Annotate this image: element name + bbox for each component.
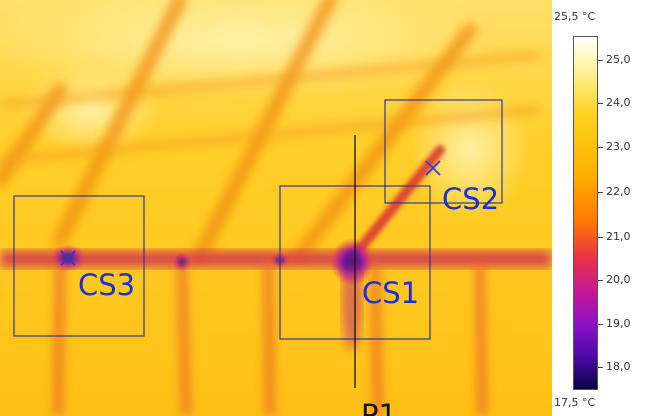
scale-tick-label: 21,0 — [606, 230, 631, 243]
scale-tick-label: 24,0 — [606, 96, 631, 109]
cs2-box[interactable] — [384, 99, 503, 204]
cs2-label: CS2 — [442, 182, 499, 216]
temperature-scale: 25,5 °C 25,0 24,0 23,0 22,0 21,0 20,0 19,0 18,0… — [552, 0, 657, 416]
scale-min-label: 17,5 °C — [554, 396, 596, 409]
scale-max-label: 25,5 °C — [554, 10, 596, 23]
scale-tick — [598, 103, 603, 104]
cs3-cross-icon — [60, 250, 76, 266]
scale-tick-label: 22,0 — [606, 185, 631, 198]
cs3-box[interactable] — [13, 195, 145, 337]
scale-tick — [598, 192, 603, 193]
scale-tick-label: 25,0 — [606, 53, 631, 66]
thermal-image: CS1 CS2 CS3 P1 — [0, 0, 552, 416]
scale-tick — [598, 147, 603, 148]
scale-tick — [598, 324, 603, 325]
cs3-label: CS3 — [78, 268, 135, 302]
scale-tick — [598, 367, 603, 368]
scale-tick — [598, 280, 603, 281]
scale-tick-label: 18,0 — [606, 360, 631, 373]
scale-tick-label: 23,0 — [606, 140, 631, 153]
cs1-label: CS1 — [362, 276, 419, 310]
p1-label: P1 — [361, 398, 397, 416]
scale-tick-label: 19,0 — [606, 317, 631, 330]
color-scale-bar — [573, 36, 598, 390]
cs2-cross-icon — [425, 160, 441, 176]
scale-tick — [598, 237, 603, 238]
scale-tick-label: 20,0 — [606, 273, 631, 286]
scale-tick — [598, 60, 603, 61]
